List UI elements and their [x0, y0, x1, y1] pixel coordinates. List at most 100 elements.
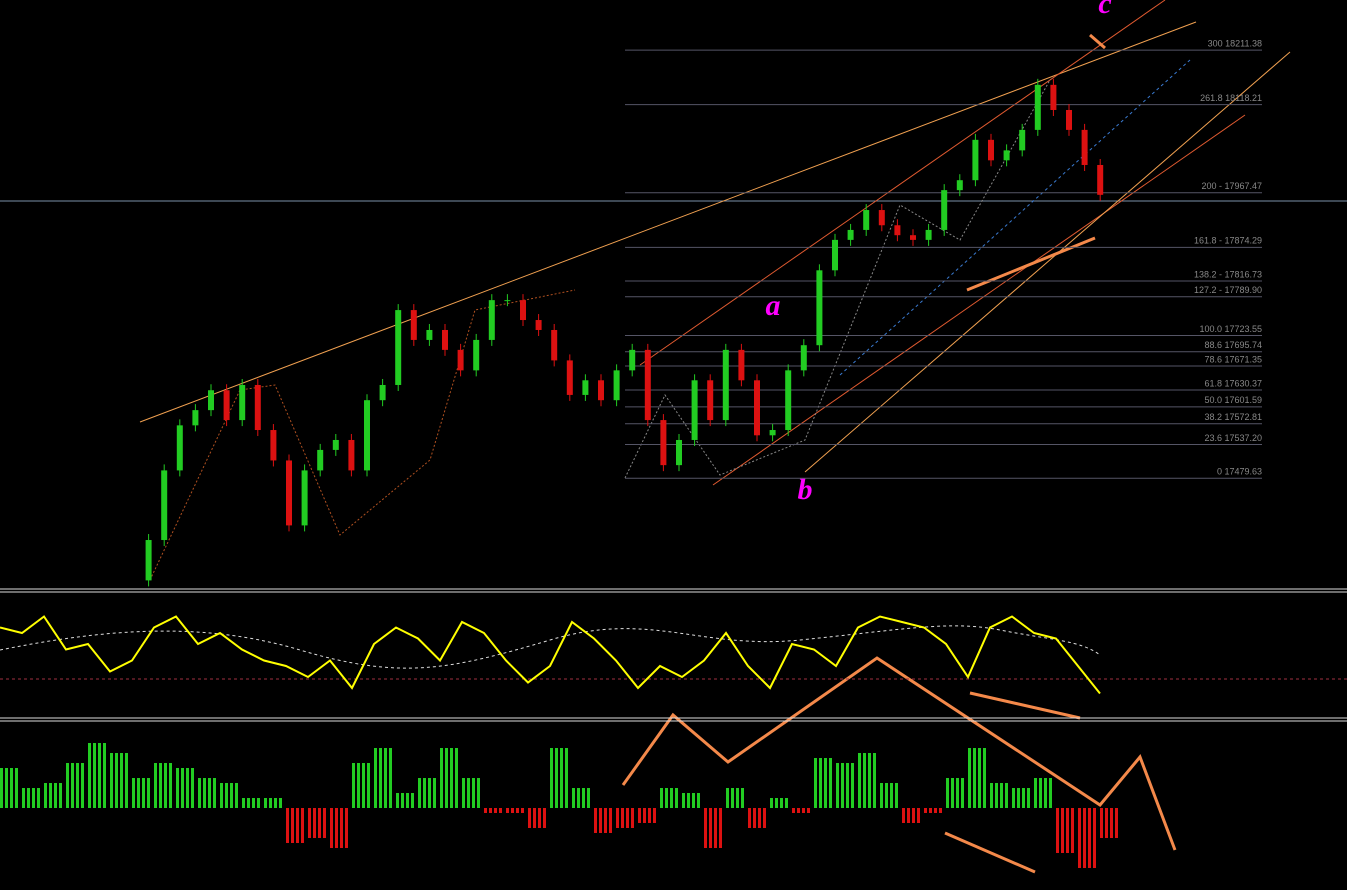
histogram-bar — [242, 798, 245, 808]
histogram-bar — [274, 798, 277, 808]
candle-body — [1019, 129, 1026, 151]
candle-body — [208, 390, 214, 411]
candle-body — [457, 349, 464, 371]
histogram-bar — [973, 748, 976, 808]
histogram-bar — [37, 788, 40, 808]
histogram-bar — [616, 808, 619, 828]
candle-body — [239, 384, 246, 421]
candle-body — [707, 380, 714, 421]
histogram-bar — [81, 763, 84, 808]
histogram-bar — [10, 768, 13, 808]
fib-label: 78.6 17671.35 — [1204, 354, 1262, 364]
histogram-bar — [682, 793, 685, 808]
histogram-bar — [1049, 778, 1052, 808]
candle-body — [301, 470, 308, 526]
fib-label: 88.6 17695.74 — [1204, 340, 1262, 350]
histogram-bar — [1093, 808, 1096, 868]
histogram-bar — [154, 763, 157, 808]
histogram-bar — [269, 798, 272, 808]
histogram-bar — [428, 778, 431, 808]
candle-body — [348, 439, 355, 471]
histogram-bar — [533, 808, 536, 828]
histogram-bar — [934, 808, 937, 813]
histogram-bar — [785, 798, 788, 808]
histogram-bar — [462, 778, 465, 808]
histogram-bar — [345, 808, 348, 848]
candle-body — [722, 349, 729, 421]
histogram-bar — [71, 763, 74, 808]
histogram-bar — [313, 808, 316, 838]
histogram-bar — [257, 798, 260, 808]
histogram-bar — [780, 798, 783, 808]
histogram-bar — [396, 793, 399, 808]
candle-body — [410, 310, 417, 340]
fib-label: 127.2 - 17789.90 — [1194, 285, 1262, 295]
histogram-bar — [924, 808, 927, 813]
histogram-bar — [890, 783, 893, 808]
histogram-bar — [279, 798, 282, 808]
histogram-bar — [15, 768, 18, 808]
candle-body — [192, 410, 199, 426]
candle-body — [364, 400, 370, 471]
histogram-bar — [357, 763, 360, 808]
candle-body — [676, 439, 682, 466]
candle-body — [332, 439, 339, 450]
histogram-bar — [978, 748, 981, 808]
histogram-bar — [1017, 788, 1020, 808]
histogram-bar — [736, 788, 739, 808]
histogram-bar — [709, 808, 712, 848]
candle-body — [644, 349, 651, 421]
histogram-bar — [147, 778, 150, 808]
histogram-bar — [286, 808, 289, 843]
histogram-bar — [550, 748, 553, 808]
histogram-bar — [1083, 808, 1086, 868]
candle-body — [442, 329, 448, 350]
histogram-bar — [467, 778, 470, 808]
histogram-bar — [719, 808, 722, 848]
candle-body — [691, 380, 698, 440]
histogram-bar — [433, 778, 436, 808]
histogram-bar — [335, 808, 338, 848]
candle-body — [785, 370, 792, 431]
histogram-bar — [824, 758, 827, 808]
histogram-bar — [758, 808, 761, 828]
histogram-bar — [714, 808, 717, 848]
histogram-bar — [1022, 788, 1025, 808]
histogram-bar — [868, 753, 871, 808]
histogram-bar — [939, 808, 942, 813]
histogram-bar — [208, 778, 211, 808]
histogram-bar — [516, 808, 519, 813]
candle-body — [551, 329, 558, 361]
histogram-bar — [110, 753, 113, 808]
candle-body — [504, 300, 511, 302]
histogram-bar — [538, 808, 541, 828]
fib-label: 50.0 17601.59 — [1204, 395, 1262, 405]
wave-label: b — [798, 473, 813, 506]
histogram-bar — [308, 808, 311, 838]
candle-body — [145, 540, 152, 581]
candle-body — [254, 384, 261, 431]
histogram-bar — [164, 763, 167, 808]
histogram-bar — [687, 793, 690, 808]
fib-label: 261.8 18118.21 — [1200, 93, 1262, 103]
histogram-bar — [323, 808, 326, 838]
histogram-bar — [726, 788, 729, 808]
wave-label: c — [1098, 0, 1111, 20]
histogram-bar — [704, 808, 707, 848]
histogram-bar — [555, 748, 558, 808]
candle-body — [629, 349, 636, 371]
histogram-bar — [132, 778, 135, 808]
fib-label: 61.8 17630.37 — [1204, 378, 1262, 388]
histogram-bar — [169, 763, 172, 808]
histogram-bar — [846, 763, 849, 808]
histogram-bar — [203, 778, 206, 808]
histogram-bar — [983, 748, 986, 808]
candle-body — [988, 139, 994, 161]
histogram-bar — [648, 808, 651, 823]
histogram-bar — [191, 768, 194, 808]
histogram-bar — [1071, 808, 1074, 853]
histogram-bar — [88, 743, 91, 808]
candle-body — [176, 425, 183, 471]
histogram-bar — [225, 783, 228, 808]
